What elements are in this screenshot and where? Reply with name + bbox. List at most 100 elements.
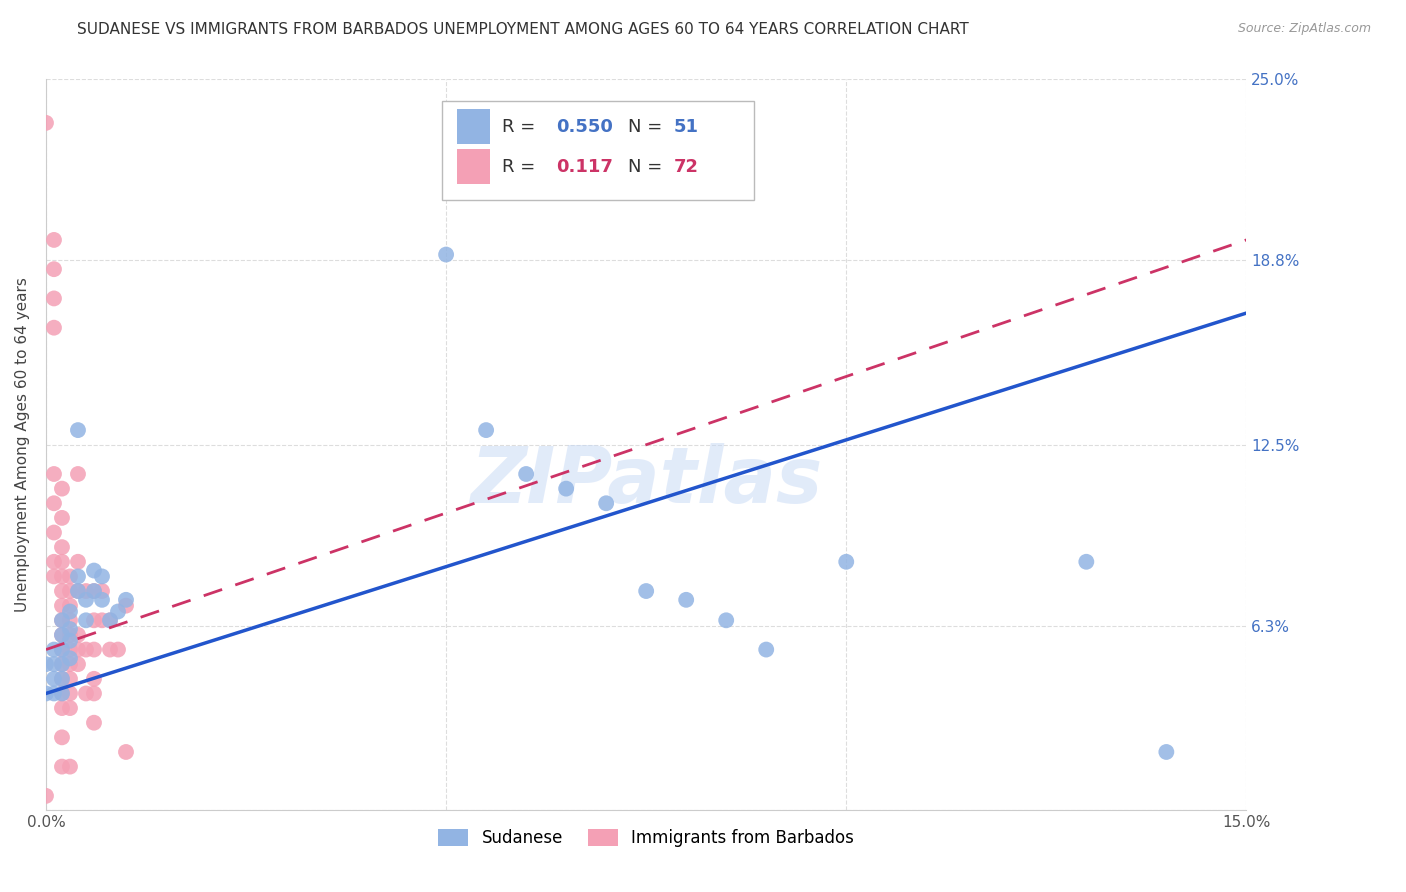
Point [91, 569, 114, 583]
Point [51, 628, 73, 642]
Point [35, 657, 58, 672]
Point [51, 599, 73, 613]
Point [59, 633, 82, 648]
Text: N =: N = [628, 118, 668, 136]
Point [66, 657, 89, 672]
Point [83, 584, 105, 599]
Point [716, 613, 738, 627]
Point [107, 642, 129, 657]
Point [51, 613, 73, 627]
Point [59, 686, 82, 700]
Point [475, 423, 498, 437]
Point [51, 686, 73, 700]
Point [51, 731, 73, 745]
Point [59, 584, 82, 599]
Text: 51: 51 [673, 118, 699, 136]
Point [59, 642, 82, 657]
Point [42, 569, 65, 583]
Point [59, 622, 82, 636]
Point [75, 686, 97, 700]
Point [555, 482, 578, 496]
Point [83, 686, 105, 700]
Text: ZIPatlas: ZIPatlas [470, 443, 823, 519]
Point [755, 642, 778, 657]
Point [98, 613, 121, 627]
Point [51, 482, 73, 496]
Point [51, 511, 73, 525]
Point [42, 292, 65, 306]
Point [51, 701, 73, 715]
Point [66, 642, 89, 657]
Point [1076, 555, 1098, 569]
Point [51, 613, 73, 627]
Point [51, 672, 73, 686]
Point [98, 642, 121, 657]
Text: Source: ZipAtlas.com: Source: ZipAtlas.com [1237, 22, 1371, 36]
Point [35, 116, 58, 130]
Point [51, 628, 73, 642]
Point [66, 584, 89, 599]
Point [42, 555, 65, 569]
Point [835, 555, 858, 569]
Point [51, 672, 73, 686]
Point [59, 759, 82, 773]
Point [59, 605, 82, 619]
Point [83, 564, 105, 578]
Point [51, 642, 73, 657]
Point [66, 423, 89, 437]
Text: N =: N = [628, 158, 668, 176]
Point [42, 657, 65, 672]
Point [115, 599, 138, 613]
Text: 72: 72 [673, 158, 699, 176]
Point [51, 686, 73, 700]
FancyBboxPatch shape [457, 149, 491, 185]
Point [66, 584, 89, 599]
Point [35, 686, 58, 700]
Point [51, 759, 73, 773]
Point [59, 613, 82, 627]
Point [42, 233, 65, 247]
Point [675, 592, 697, 607]
Text: R =: R = [502, 158, 541, 176]
Legend: Sudanese, Immigrants from Barbados: Sudanese, Immigrants from Barbados [432, 822, 860, 854]
Point [42, 525, 65, 540]
Point [42, 496, 65, 510]
Point [107, 605, 129, 619]
Point [434, 247, 457, 261]
Point [66, 628, 89, 642]
Point [83, 672, 105, 686]
Point [515, 467, 537, 481]
Point [83, 584, 105, 599]
Point [75, 592, 97, 607]
Point [66, 467, 89, 481]
Point [51, 540, 73, 554]
Point [83, 642, 105, 657]
Point [59, 651, 82, 665]
Text: 0.117: 0.117 [557, 158, 613, 176]
Point [66, 555, 89, 569]
Point [51, 657, 73, 672]
Point [59, 569, 82, 583]
Text: SUDANESE VS IMMIGRANTS FROM BARBADOS UNEMPLOYMENT AMONG AGES 60 TO 64 YEARS CORR: SUDANESE VS IMMIGRANTS FROM BARBADOS UNE… [77, 22, 969, 37]
Point [51, 555, 73, 569]
Point [59, 599, 82, 613]
Point [51, 642, 73, 657]
Point [42, 262, 65, 277]
Point [1156, 745, 1178, 759]
Point [75, 584, 97, 599]
Point [42, 642, 65, 657]
Point [98, 613, 121, 627]
Point [595, 496, 617, 510]
Point [51, 569, 73, 583]
Point [636, 584, 658, 599]
FancyBboxPatch shape [441, 101, 754, 200]
Point [115, 745, 138, 759]
Point [59, 657, 82, 672]
Text: 0.550: 0.550 [557, 118, 613, 136]
Point [75, 613, 97, 627]
Point [66, 569, 89, 583]
Point [83, 613, 105, 627]
Point [35, 789, 58, 803]
Point [75, 642, 97, 657]
Point [51, 657, 73, 672]
